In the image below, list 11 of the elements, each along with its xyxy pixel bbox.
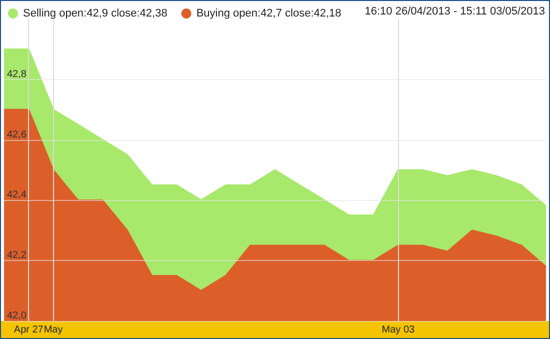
y-tick-label: 42,6 — [7, 129, 27, 140]
x-tick-label: May — [44, 324, 63, 336]
x-tick-label: May 03 — [382, 324, 416, 336]
y-tick-label: 42,0 — [7, 310, 27, 322]
y-tick-label: 42,4 — [7, 190, 27, 201]
x-tick-label: Apr 27 — [14, 324, 44, 336]
y-tick-label: 42,2 — [7, 250, 27, 262]
y-tick-label: 42,8 — [7, 68, 27, 80]
legend-label: Selling open:42,9 close:42,38 — [23, 8, 168, 20]
chart-subtitle: 16:10 26/04/2013 - 15:11 03/05/2013 — [364, 6, 545, 18]
legend-label: Buying open:42,7 close:42,18 — [196, 8, 342, 20]
